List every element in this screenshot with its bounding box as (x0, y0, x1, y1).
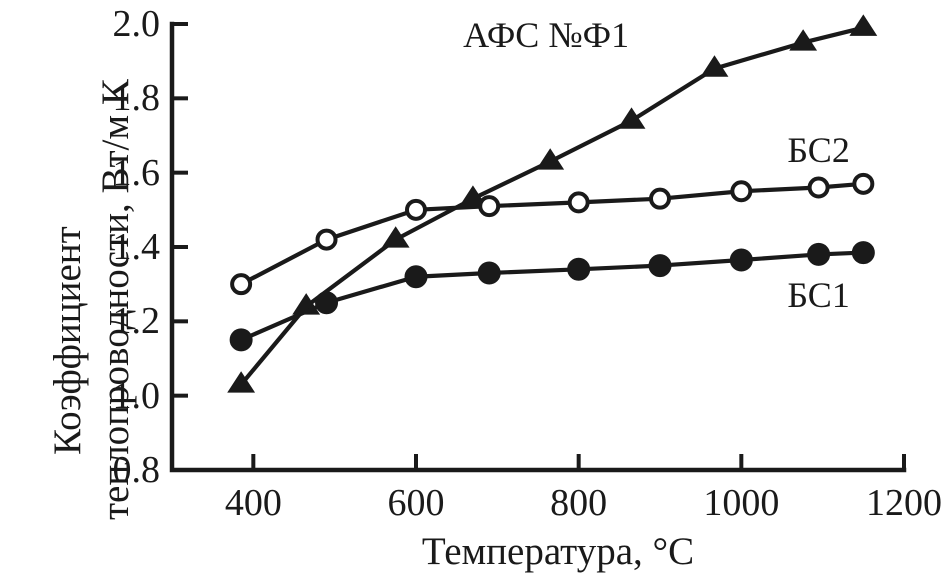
data-series (227, 14, 878, 393)
series-label-bs2: БС2 (787, 130, 850, 171)
ytick-label-1-0: 1.0 (112, 374, 161, 417)
series-label-afs-f1: АФС №Ф1 (463, 15, 630, 56)
ytick-label-1-4: 1.4 (112, 226, 161, 268)
xtick-label-1000: 1000 (703, 482, 780, 524)
x-axis-title: Температура, °C (421, 530, 695, 573)
ytick-label-1-2: 1.2 (112, 300, 161, 343)
y-axis-title-line1: Коэффициент (46, 226, 89, 455)
series-label-bs1: БС1 (787, 275, 850, 316)
y-axis-title-line2: теплопроводности, Вт/м К (94, 79, 137, 520)
xtick-label-600: 600 (387, 482, 445, 524)
ytick-label-2-0: 2.0 (112, 3, 161, 45)
xtick-label-800: 800 (550, 482, 608, 524)
axis-ticks (172, 22, 906, 472)
series-3 (229, 241, 875, 352)
series-1 (227, 14, 878, 393)
xtick-label-1200: 1200 (866, 482, 942, 524)
ytick-label-1-8: 1.8 (112, 77, 161, 120)
ytick-label-0-8: 0.8 (112, 449, 161, 491)
xtick-label-400: 400 (224, 482, 282, 524)
series-2 (230, 172, 875, 296)
y-axis-title: Коэффициент теплопроводности, Вт/м К (0, 0, 137, 577)
axes (169, 21, 907, 473)
ytick-label-1-6: 1.6 (112, 151, 161, 194)
